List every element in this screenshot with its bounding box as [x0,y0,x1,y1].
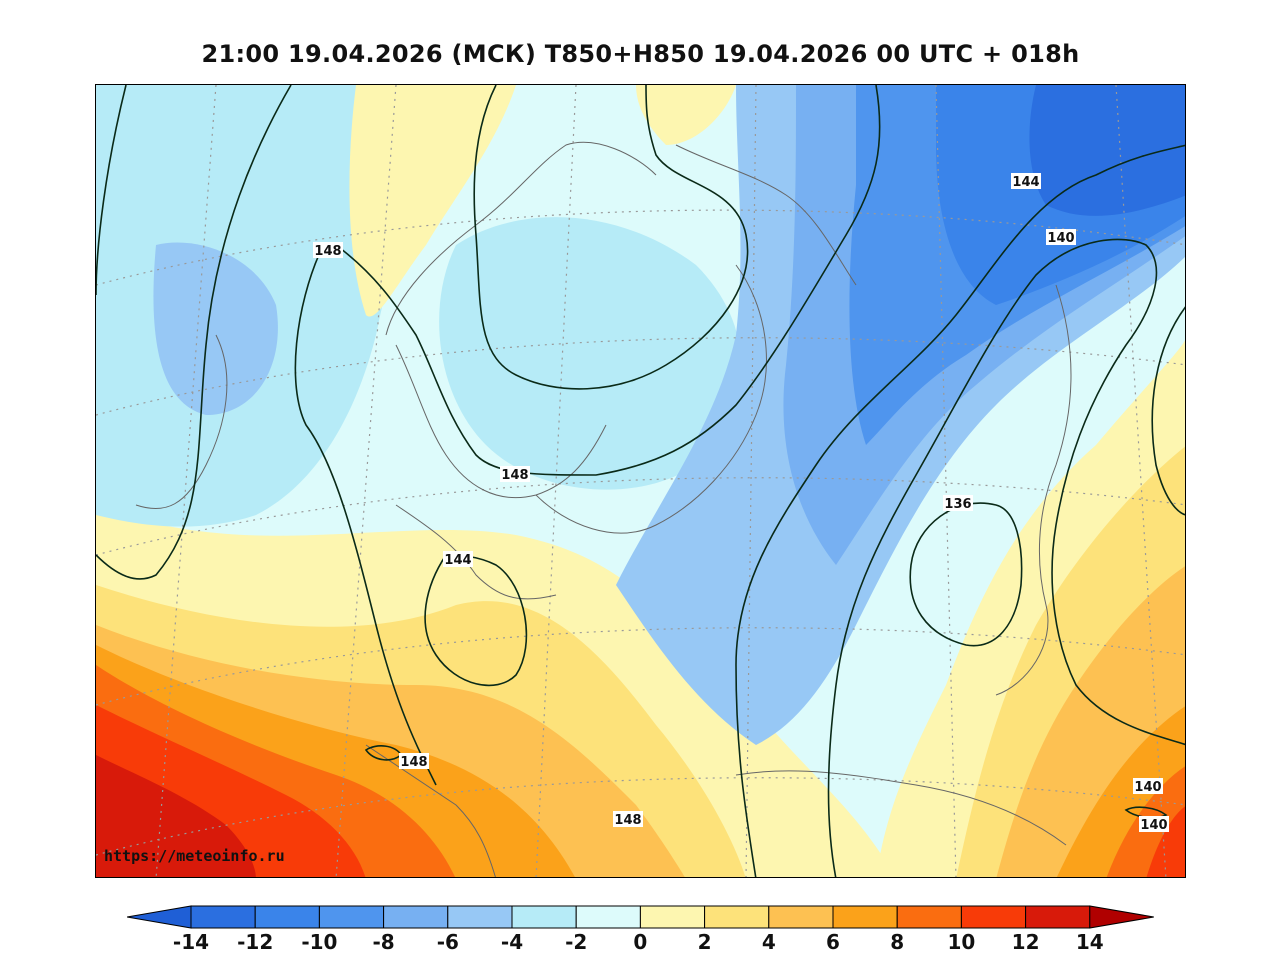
colorbar-tick-label: 8 [890,930,905,954]
contour-label: 148 [614,813,641,828]
colorbar-over-arrow [1089,905,1154,929]
colorbar-segment [896,905,962,929]
colorbar-segment [1025,905,1091,929]
colorbar-segment [318,905,385,929]
colorbar-tick-label: 2 [697,930,712,954]
colorbar-segment [960,905,1027,929]
contour-label: 136 [944,497,971,512]
colorbar-segment [639,905,706,929]
contour-labels: 148 148 144 148 148 144 140 136 140 140 [313,173,1169,833]
colorbar-tick-label: -10 [301,930,338,954]
contour-label: 140 [1140,818,1167,833]
source-url: https://meteoinfo.ru [104,847,285,865]
colorbar-segment [768,905,834,929]
colorbar-segment [511,905,577,929]
contour-label: 148 [314,244,341,259]
contour-label: 148 [501,468,528,483]
colorbar-segment [254,905,320,929]
temperature-field: 148 148 144 148 148 144 140 136 140 140 [96,85,1185,877]
colorbar-segment [190,905,256,929]
colorbar-segment [704,905,770,929]
coastlines [135,141,1072,877]
colorbar-tick-label: -2 [565,930,588,954]
colorbar-segment [575,905,641,929]
map-panel: 148 148 144 148 148 144 140 136 140 140 … [95,84,1186,878]
contour-label: 144 [444,553,471,568]
colorbar-tick-label: 4 [761,930,776,954]
colorbar-tick-label: 0 [633,930,648,954]
colorbar-tick-label: 10 [947,930,976,954]
colorbar-segment [383,905,449,929]
contour-label: 140 [1134,780,1161,795]
colorbar [127,905,1154,929]
colorbar-tick-label: 6 [826,930,840,954]
contour-label: 148 [400,755,427,770]
colorbar-tick-label: -4 [500,930,524,954]
colorbar-tick-label: 12 [1011,930,1040,954]
colorbar-tick-label: -14 [172,930,210,954]
colorbar-tick-label: -6 [436,930,459,954]
contour-label: 144 [1012,175,1039,190]
height-contours [96,85,1185,877]
chart-title: 21:00 19.04.2026 (МСК) T850+H850 19.04.2… [201,40,1080,68]
colorbar-segment [447,905,513,929]
colorbar-segment [832,905,898,929]
colorbar-tick-label: -8 [372,930,395,954]
colorbar-tick-label: -12 [237,930,274,954]
colorbar-under-arrow [127,905,192,929]
graticule [96,85,1185,877]
contour-label: 140 [1047,231,1074,246]
colorbar-tick-label: 14 [1075,930,1104,954]
